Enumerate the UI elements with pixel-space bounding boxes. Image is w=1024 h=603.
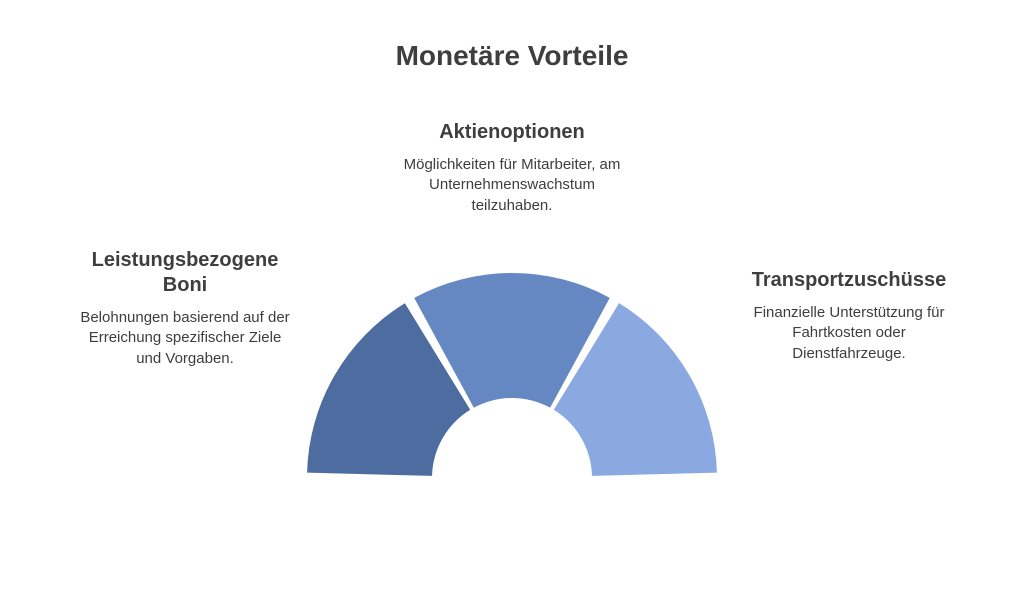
label-desc-left: Belohnungen basierend auf der Erreichung… (80, 308, 290, 369)
page-title: Monetäre Vorteile (396, 40, 629, 72)
label-block-left: Leistungsbezogene Boni Belohnungen basie… (80, 248, 290, 369)
label-block-top: Aktienoptionen Möglichkeiten für Mitarbe… (397, 120, 627, 216)
label-title-left: Leistungsbezogene Boni (80, 248, 290, 298)
label-title-top: Aktienoptionen (397, 120, 627, 145)
label-block-right: Transportzuschüsse Finanzielle Unterstüt… (744, 268, 954, 364)
label-desc-top: Möglichkeiten für Mitarbeiter, am Untern… (397, 155, 627, 216)
donut-svg (302, 268, 722, 483)
semi-donut-chart (302, 268, 722, 483)
label-desc-right: Finanzielle Unterstützung für Fahrtkoste… (744, 303, 954, 364)
label-title-right: Transportzuschüsse (744, 268, 954, 293)
